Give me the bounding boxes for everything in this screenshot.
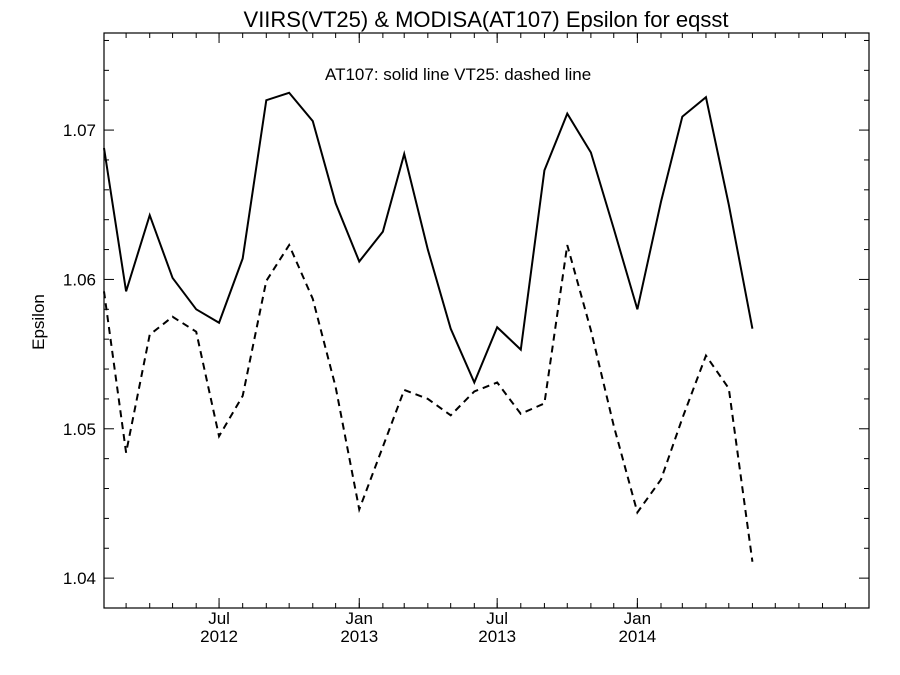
- x-tick-label-month: Jul: [208, 609, 230, 628]
- series-point-dashed: [590, 330, 591, 331]
- series-point-dashed: [520, 413, 521, 414]
- series-point-dashed: [242, 395, 243, 396]
- series-point-solid: [682, 116, 683, 117]
- series-point-solid: [126, 291, 127, 292]
- series-point-solid: [544, 170, 545, 171]
- series-point-solid: [427, 249, 428, 250]
- series-point-solid: [359, 261, 360, 262]
- series-point-dashed: [219, 436, 220, 437]
- series-point-solid: [104, 148, 105, 149]
- series-point-dashed: [613, 425, 614, 426]
- series-point-dashed: [104, 291, 105, 292]
- series-point-solid: [172, 277, 173, 278]
- series-point-solid: [404, 153, 405, 154]
- series-point-solid: [567, 113, 568, 114]
- series-point-dashed: [196, 331, 197, 332]
- series-point-solid: [660, 201, 661, 202]
- series-point-solid: [705, 97, 706, 98]
- series-point-dashed: [567, 245, 568, 246]
- series-point-dashed: [637, 512, 638, 513]
- series-line-solid: [103, 91, 754, 386]
- series-layer: [103, 91, 754, 562]
- series-point-solid: [752, 328, 753, 329]
- series-point-dashed: [149, 334, 150, 335]
- x-tick-label-year: 2013: [478, 627, 516, 646]
- series-point-dashed: [544, 403, 545, 404]
- y-tick-label: 1.05: [63, 420, 96, 439]
- series-point-dashed: [382, 446, 383, 447]
- series-line-dashed: [103, 242, 754, 562]
- series-point-solid: [242, 258, 243, 259]
- y-tick-label: 1.04: [63, 569, 96, 588]
- x-tick-label-year: 2014: [618, 627, 656, 646]
- plot-frame: [103, 32, 870, 609]
- series-point-dashed: [728, 388, 729, 389]
- x-tick-label-year: 2012: [200, 627, 238, 646]
- series-point-dashed: [705, 355, 706, 356]
- series-point-dashed: [289, 245, 290, 246]
- series-point-solid: [637, 309, 638, 310]
- x-tick-label-month: Jan: [624, 609, 651, 628]
- series-point-dashed: [752, 561, 753, 562]
- y-tick-label: 1.06: [63, 270, 96, 289]
- ticks-layer: 1.041.051.061.07Jul2012Jan2013Jul2013Jan…: [63, 33, 870, 646]
- series-point-dashed: [172, 316, 173, 317]
- series-point-dashed: [682, 418, 683, 419]
- series-point-solid: [474, 382, 475, 383]
- series-point-solid: [520, 349, 521, 350]
- y-axis-label: Epsilon: [29, 294, 48, 350]
- series-point-solid: [382, 231, 383, 232]
- series-point-dashed: [126, 452, 127, 453]
- series-point-dashed: [359, 509, 360, 510]
- series-point-solid: [266, 100, 267, 101]
- series-point-dashed: [266, 280, 267, 281]
- series-point-dashed: [450, 415, 451, 416]
- series-point-dashed: [660, 479, 661, 480]
- series-point-dashed: [312, 298, 313, 299]
- series-point-solid: [613, 228, 614, 229]
- series-point-solid: [728, 204, 729, 205]
- y-tick-label: 1.07: [63, 121, 96, 140]
- series-point-solid: [450, 328, 451, 329]
- series-point-dashed: [497, 382, 498, 383]
- series-point-solid: [196, 309, 197, 310]
- series-point-dashed: [404, 389, 405, 390]
- series-point-solid: [289, 92, 290, 93]
- x-tick-label-year: 2013: [340, 627, 378, 646]
- series-point-solid: [149, 215, 150, 216]
- series-point-solid: [335, 203, 336, 204]
- legend-text: AT107: solid line VT25: dashed line: [325, 65, 591, 84]
- series-point-dashed: [427, 398, 428, 399]
- series-point-solid: [312, 121, 313, 122]
- x-tick-label-month: Jan: [346, 609, 373, 628]
- series-point-solid: [497, 327, 498, 328]
- series-point-dashed: [335, 386, 336, 387]
- series-point-solid: [219, 322, 220, 323]
- series-point-solid: [590, 152, 591, 153]
- chart-title: VIIRS(VT25) & MODISA(AT107) Epsilon for …: [244, 7, 729, 32]
- series-point-dashed: [474, 391, 475, 392]
- x-tick-label-month: Jul: [486, 609, 508, 628]
